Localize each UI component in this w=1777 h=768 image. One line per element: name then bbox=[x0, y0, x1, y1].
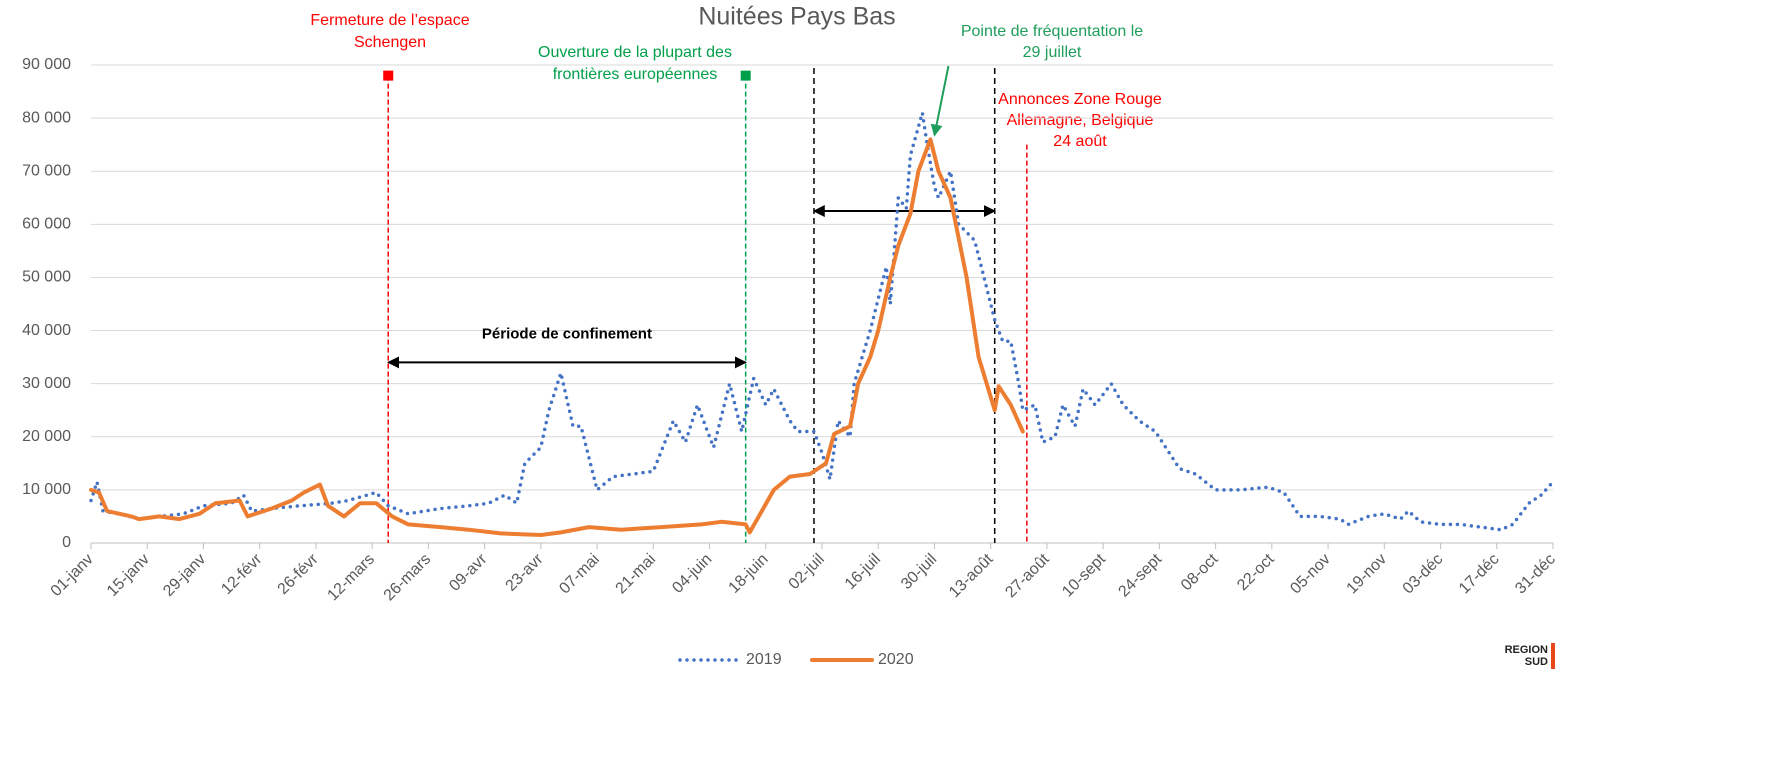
x-tick-label: 27-août bbox=[1002, 550, 1053, 601]
logo-text: SUD bbox=[1525, 656, 1548, 668]
legend-label: 2019 bbox=[746, 651, 782, 668]
x-tick-label: 05-nov bbox=[1287, 551, 1334, 598]
x-tick-label: 04-juin bbox=[669, 551, 715, 597]
y-tick-label: 40 000 bbox=[22, 322, 71, 339]
x-tick-label: 24-sept bbox=[1115, 550, 1165, 600]
annotation-marker bbox=[740, 70, 751, 81]
annotation: Fermeture de l’espace Schengen Ouverture… bbox=[310, 12, 1162, 150]
x-tick-label: 08-oct bbox=[1178, 550, 1222, 594]
annotation-marker bbox=[383, 70, 394, 81]
y-tick-label: 80 000 bbox=[22, 109, 71, 126]
y-tick-label: 0 bbox=[62, 534, 71, 551]
x-tick-label: 10-sept bbox=[1059, 550, 1109, 600]
x-tick-label: 16-juil bbox=[842, 551, 884, 593]
x-tick-label: 02-juil bbox=[786, 551, 828, 593]
annotation-text: 29 juillet bbox=[1023, 44, 1082, 61]
x-tick-label: 23-avr bbox=[503, 550, 548, 595]
x-tick-label: 13-août bbox=[946, 550, 997, 601]
x-tick-label: 26-mars bbox=[381, 551, 435, 605]
y-tick-label: 50 000 bbox=[22, 269, 71, 286]
y-tick-label: 30 000 bbox=[22, 375, 71, 392]
annotation-text: frontières européennes bbox=[553, 66, 718, 83]
x-tick-label: 31-déc bbox=[1512, 551, 1559, 598]
logo-bar bbox=[1551, 643, 1555, 669]
y-tick-label: 20 000 bbox=[22, 428, 71, 445]
x-tick-label: 18-juin bbox=[726, 551, 772, 597]
annotation-text: 24 août bbox=[1053, 133, 1107, 150]
x-tick-label: 30-juil bbox=[898, 551, 940, 593]
x-tick-label: 21-mai bbox=[613, 551, 660, 598]
y-tick-label: 90 000 bbox=[22, 56, 71, 73]
annotation-text: Schengen bbox=[354, 34, 426, 51]
annotation-text: Ouverture de la plupart des bbox=[538, 44, 732, 61]
annotation-text: Annonces Zone Rouge bbox=[998, 91, 1162, 108]
y-tick-label: 70 000 bbox=[22, 162, 71, 179]
annotation-text: Allemagne, Belgique bbox=[1007, 112, 1154, 129]
range-label: Période de confinement bbox=[482, 325, 652, 342]
x-tick-label: 12-févr bbox=[218, 550, 266, 598]
x-tick-label: 15-janv bbox=[104, 551, 153, 600]
y-tick-label: 10 000 bbox=[22, 481, 71, 498]
x-tick-label: 29-janv bbox=[160, 551, 209, 600]
chart-title: Nuitées Pays Bas bbox=[698, 3, 895, 31]
x-tick-label: 07-mai bbox=[556, 551, 603, 598]
annotation-arrow bbox=[930, 65, 950, 137]
legend-label: 2020 bbox=[878, 651, 914, 668]
x-tick-label: 01-janv bbox=[48, 551, 97, 600]
x-tick-label: 22-oct bbox=[1234, 550, 1278, 594]
annotation-text: Pointe de fréquentation le bbox=[961, 23, 1143, 40]
logo-text: REGION bbox=[1505, 644, 1548, 656]
series-line bbox=[89, 137, 1025, 537]
series-line bbox=[89, 111, 1555, 532]
x-tick-label: 17-déc bbox=[1456, 551, 1503, 598]
x-tick-label: 12-mars bbox=[324, 551, 378, 605]
y-tick-label: 60 000 bbox=[22, 216, 71, 233]
x-tick-label: 26-févr bbox=[275, 550, 323, 598]
x-tick-label: 03-déc bbox=[1400, 551, 1447, 598]
annotation-text: Fermeture de l’espace bbox=[310, 12, 469, 29]
x-tick-label: 19-nov bbox=[1344, 551, 1391, 598]
x-tick-label: 09-avr bbox=[446, 550, 491, 595]
